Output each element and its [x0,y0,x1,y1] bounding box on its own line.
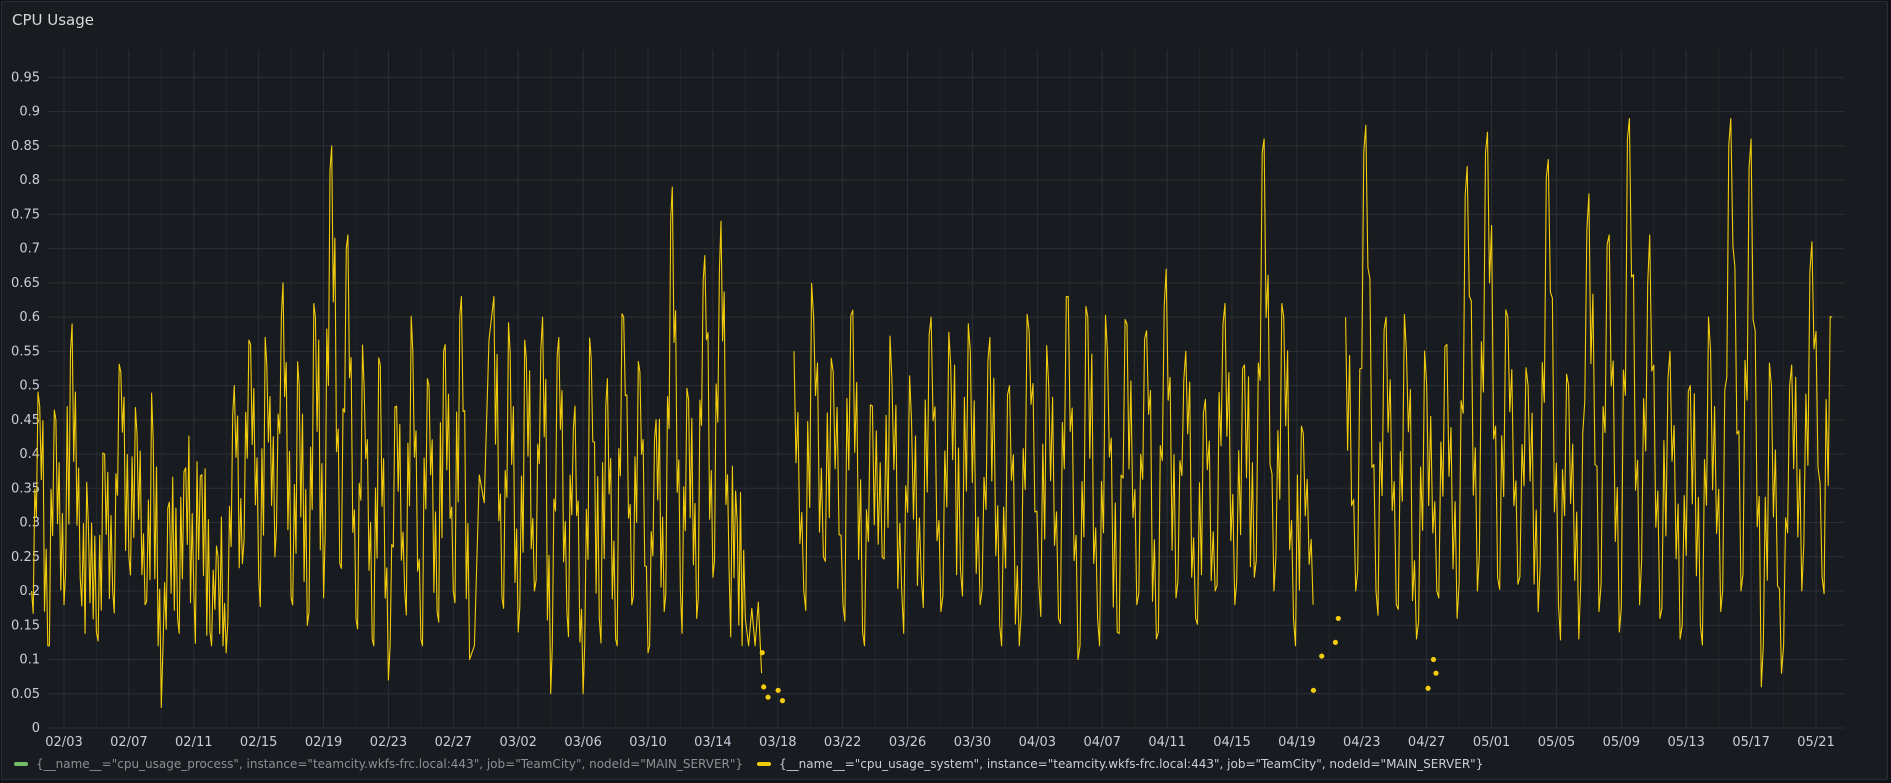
x-tick-label: 02/27 [435,735,472,750]
x-tick-label: 03/10 [629,735,666,750]
y-tick-label: 0.25 [11,550,40,565]
legend-item-process[interactable]: {__name__="cpu_usage_process", instance=… [14,757,743,771]
x-tick-label: 03/02 [499,735,536,750]
series-system-point [761,684,767,690]
y-tick-label: 0.1 [19,653,40,668]
x-tick-label: 05/05 [1538,735,1575,750]
series-system-point [1335,615,1341,622]
legend-item-system[interactable]: {__name__="cpu_usage_system", instance="… [757,757,1483,771]
x-tick-label: 04/15 [1213,735,1250,750]
y-tick-label: 0.15 [11,618,40,633]
x-tick-label: 02/23 [370,735,407,750]
x-tick-label: 04/27 [1408,735,1445,750]
y-tick-label: 0 [32,721,40,736]
series-system-line-segment-3 [1345,117,1833,688]
panel-title[interactable]: CPU Usage [12,11,95,29]
legend-label-process: {__name__="cpu_usage_process", instance=… [36,757,744,771]
x-tick-label: 04/07 [1083,735,1120,750]
chart-plot: 0 0.05 0.1 0.15 0.2 0.25 0.3 0.35 0.4 0.45 0.5 0.55… [11,50,1844,750]
x-tick-label: 03/26 [889,735,926,750]
x-tick-label: 05/17 [1732,735,1769,750]
legend-swatch-system [757,762,772,766]
legend: {__name__="cpu_usage_process", instance=… [14,754,1497,774]
x-tick-label: 05/09 [1603,735,1640,750]
x-tick-label: 04/03 [1019,735,1056,750]
x-tick-label: 04/19 [1278,735,1315,750]
y-tick-label: 0.75 [11,207,40,222]
series-system-point [775,687,781,693]
x-tick-label: 03/22 [824,735,861,750]
x-tick-label: 04/11 [1148,735,1185,750]
x-tick-label: 04/23 [1343,735,1380,750]
series-system-point [765,694,771,700]
y-tick-label: 0.7 [19,242,40,257]
x-tick-label: 02/15 [240,735,277,750]
series-system-point [1310,687,1317,693]
y-tick-label: 0.55 [11,344,40,359]
x-tick-label: 03/14 [694,735,731,750]
x-tick-label: 05/13 [1667,735,1704,750]
x-tick-label: 02/19 [305,735,342,750]
x-tick-label: 03/06 [564,735,601,750]
series-system-line-segment-2 [793,138,1314,661]
x-tick-label: 03/30 [954,735,991,750]
series-system-point [779,698,786,704]
y-tick-label: 0.65 [11,276,40,291]
legend-label-system: {__name__="cpu_usage_system", instance="… [779,757,1484,771]
y-tick-label: 0.35 [11,481,40,496]
y-tick-label: 0.85 [11,139,40,154]
y-tick-label: 0.2 [19,584,40,599]
x-tick-label: 02/11 [175,735,212,750]
y-tick-label: 0.45 [11,413,40,428]
series-system-point [1319,653,1325,659]
y-tick-label: 0.4 [19,447,40,462]
x-tick-label: 03/18 [759,735,796,750]
series-system-line-segment-1 [31,145,763,709]
y-tick-label: 0.3 [19,516,40,531]
series-system-point [1433,670,1439,676]
x-tick-label: 02/03 [45,735,82,750]
x-tick-label: 05/21 [1797,735,1834,750]
y-tick-label: 0.8 [19,173,40,188]
y-tick-label: 0.9 [19,105,40,120]
legend-swatch-process [14,762,28,766]
x-tick-label: 02/07 [110,735,147,750]
y-tick-label: 0.95 [11,70,40,85]
y-tick-label: 0.5 [19,379,40,394]
y-tick-label: 0.6 [19,310,40,325]
series-system-point [1430,656,1437,663]
y-tick-label: 0.05 [11,687,40,702]
x-tick-label: 05/01 [1473,735,1510,750]
series-system-point [759,650,765,656]
series-system-point [1332,639,1339,645]
series-system-point [1425,685,1431,691]
